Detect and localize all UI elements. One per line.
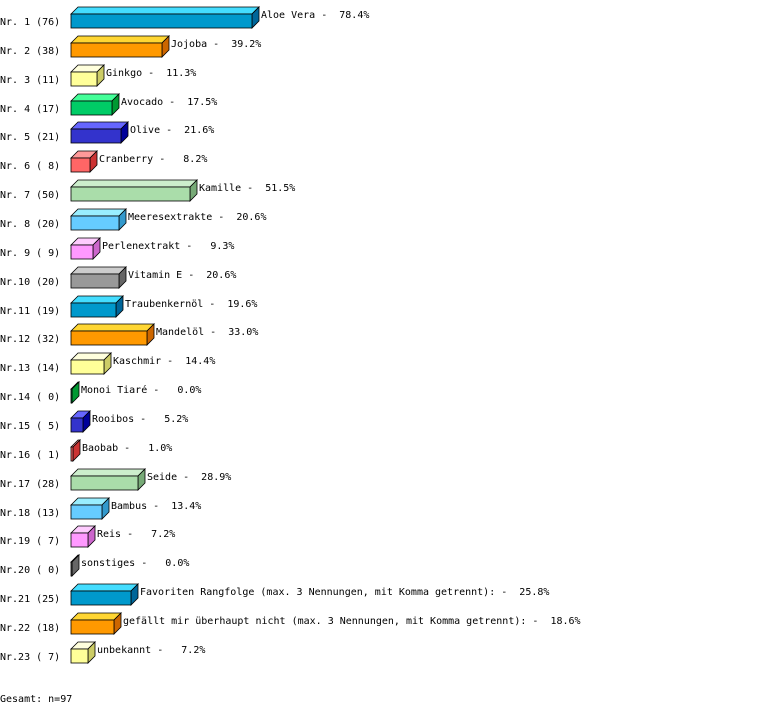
bar [70,13,253,29]
bar-top [70,35,170,44]
bar [70,215,120,231]
bar [70,619,115,635]
data-label: Aloe Vera - 78.4% [261,10,369,21]
bar-top [70,612,122,621]
row-label: Nr.11 (19) [0,306,60,317]
row-label: Nr. 9 ( 9) [0,248,60,259]
bar [70,446,74,462]
row-label: Nr. 4 (17) [0,104,60,115]
bar [70,273,120,289]
bar [70,561,73,577]
bar [70,42,163,58]
data-label: Favoriten Rangfolge (max. 3 Nennungen, m… [140,587,549,598]
bar [70,302,117,318]
data-label: Kaschmir - 14.4% [113,356,215,367]
data-label: Bambus - 13.4% [111,501,201,512]
row-label: Nr. 3 (11) [0,75,60,86]
bar [70,244,94,260]
data-label: Rooibos - 5.2% [92,414,188,425]
bar [70,590,132,606]
total-footer: Gesamt: n=97 [0,694,72,705]
bar-top [70,266,127,275]
bar [70,100,113,116]
bar-top [70,6,260,15]
bar-top [70,583,139,592]
bar-top [70,121,129,130]
bar-top [70,295,124,304]
data-label: Kamille - 51.5% [199,183,295,194]
row-label: Nr.23 ( 7) [0,652,60,663]
bar [70,417,84,433]
data-label: Avocado - 17.5% [121,97,217,108]
bar [70,532,89,548]
bar [70,71,98,87]
data-label: Olive - 21.6% [130,125,214,136]
data-label: Mandelöl - 33.0% [156,327,258,338]
row-label: Nr.21 (25) [0,594,60,605]
row-label: Nr.22 (18) [0,623,60,634]
row-label: Nr. 1 (76) [0,17,60,28]
data-label: Vitamin E - 20.6% [128,270,236,281]
data-label: Reis - 7.2% [97,529,175,540]
row-label: Nr. 8 (20) [0,219,60,230]
data-label: Cranberry - 8.2% [99,154,207,165]
data-label: sonstiges - 0.0% [81,558,189,569]
row-label: Nr. 7 (50) [0,190,60,201]
data-label: Traubenkernöl - 19.6% [125,299,257,310]
data-label: Jojoba - 39.2% [171,39,261,50]
bar-top [70,93,120,102]
row-label: Nr.18 (13) [0,508,60,519]
data-label: Seide - 28.9% [147,472,231,483]
bar [70,330,148,346]
row-label: Nr.12 (32) [0,334,60,345]
bar [70,504,103,520]
row-label: Nr.19 ( 7) [0,536,60,547]
row-label: Nr.10 (20) [0,277,60,288]
bar [70,359,105,375]
bar [70,157,91,173]
bar [70,648,89,664]
data-label: gefällt mir überhaupt nicht (max. 3 Nenn… [123,616,581,627]
data-label: Ginkgo - 11.3% [106,68,196,79]
bar-side [72,439,81,462]
row-label: Nr.20 ( 0) [0,565,60,576]
data-label: unbekannt - 7.2% [97,645,205,656]
data-label: Perlenextrakt - 9.3% [102,241,234,252]
bar [70,186,191,202]
row-label: Nr. 6 ( 8) [0,161,60,172]
row-label: Nr.16 ( 1) [0,450,60,461]
row-label: Nr. 5 (21) [0,132,60,143]
bar-top [70,323,155,332]
bar [70,128,122,144]
row-label: Nr.13 (14) [0,363,60,374]
bar-side [71,381,80,404]
row-label: Nr. 2 (38) [0,46,60,57]
data-label: Monoi Tiaré - 0.0% [81,384,201,396]
bar [70,475,139,491]
row-label: Nr.14 ( 0) [0,392,60,403]
bar-top [70,468,146,477]
data-label: Meeresextrakte - 20.6% [128,212,266,223]
bar [70,388,73,404]
data-label: Baobab - 1.0% [82,443,172,454]
bar-top [70,208,127,217]
row-label: Nr.17 (28) [0,479,60,490]
bar-side [71,554,80,577]
row-label: Nr.15 ( 5) [0,421,60,432]
bar-top [70,179,198,188]
